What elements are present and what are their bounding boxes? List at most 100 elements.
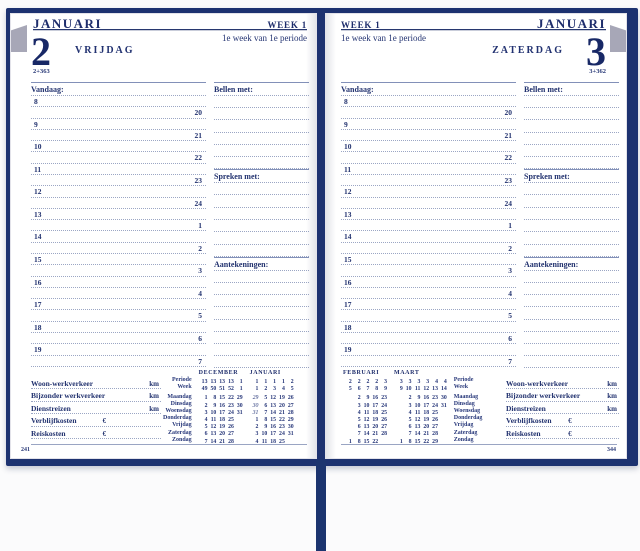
hour-line: 13: [31, 209, 206, 221]
minical-cell: 7: [366, 386, 370, 393]
minical-cell: 4: [435, 379, 438, 385]
hour-number: 14: [34, 232, 42, 242]
hour-slot: 16 4: [341, 277, 516, 300]
minical-cell: 24: [228, 409, 234, 416]
expense-row: Reiskosten €: [31, 427, 161, 439]
minical-cell: 9: [417, 395, 421, 402]
expense-unit: km: [149, 404, 159, 413]
header-rule: [33, 29, 307, 31]
minical-row: 3 10 17 24 31: [199, 410, 243, 417]
evening-hour-number: 21: [194, 130, 203, 140]
evening-hour-number: 1: [508, 221, 512, 231]
minical-cell: 11: [363, 409, 370, 416]
minical-cell: 13: [432, 386, 438, 393]
minical-cell: 22: [279, 416, 285, 423]
expense-label: Dienstreizen: [506, 403, 546, 413]
minical-cell: 30: [252, 402, 259, 409]
hour-line: 5: [341, 310, 516, 322]
hour-slot: 17 5: [31, 299, 206, 322]
minical-row: 13 13 13 13 1: [199, 379, 243, 386]
spine-ribbon: [316, 460, 326, 551]
hour-slot: 18 6: [341, 322, 516, 345]
section-label: Bellen met:: [524, 82, 619, 96]
minical-cell: 26: [432, 416, 438, 423]
writing-line: [214, 96, 309, 109]
minical-cell: 10: [414, 402, 421, 409]
minical-cell: 12: [423, 386, 430, 393]
hour-slot: 13 1: [31, 209, 206, 232]
hour-number: 18: [344, 322, 352, 332]
hour-line: 3: [31, 265, 206, 277]
minical-cell: 50: [210, 386, 217, 393]
expense-unit: €: [568, 429, 572, 438]
minical-cell: 17: [270, 431, 277, 438]
minical-row: 2 9 16 23 30: [250, 424, 294, 431]
minical-cell: 23: [381, 395, 387, 402]
minical-row: 2 9 16 23: [343, 395, 387, 402]
minical-cell: 27: [228, 431, 234, 438]
minical-cell: 52: [228, 386, 234, 393]
minical-cell: 3: [408, 379, 412, 385]
writing-line: [524, 320, 619, 332]
minical-cell: 11: [210, 416, 217, 423]
minical-cell: 11: [414, 409, 421, 416]
side-section: Aantekeningen:: [214, 257, 309, 368]
evening-hour-number: 6: [198, 334, 202, 344]
minical-cell: 15: [270, 416, 277, 423]
writing-line: [214, 283, 309, 296]
minical-row-label: Periode: [453, 377, 474, 384]
minical-cell: [394, 395, 403, 402]
minical-cell: [343, 431, 352, 438]
hour-line: 18: [31, 322, 206, 334]
minical-row: 6 13 20 27: [199, 431, 243, 438]
minical-cell: 9: [366, 395, 370, 402]
minical-row: 2 9 16 23 30: [394, 395, 447, 402]
minical-cell: 11: [414, 386, 421, 393]
minical-row: 4 11 18 25: [343, 410, 387, 417]
minical-cell: 21: [219, 438, 226, 445]
minical-cell: [394, 431, 403, 438]
minical-cell: 14: [363, 431, 370, 438]
hour-line: 13: [341, 209, 516, 221]
minical-cell: [438, 410, 447, 417]
page-corner-tab: [11, 25, 27, 52]
expense-row: Dienstreizen km: [506, 402, 619, 415]
minical-cell: 20: [219, 431, 226, 438]
hour-line: 2: [341, 243, 516, 255]
minical-cell: [394, 410, 403, 417]
right-page: WEEK 1 JANUARI 1e week van 1e periode 3 …: [325, 13, 627, 459]
minical-cell: 26: [287, 395, 294, 402]
minical-cell: 3: [357, 402, 361, 409]
minical-cell: 29: [287, 416, 294, 423]
minical-cell: [438, 417, 447, 424]
page-corner-tab: [610, 25, 626, 52]
writing-line: [524, 195, 619, 208]
minical-cell: 21: [279, 409, 285, 416]
minical-row: 6 13 20 27: [343, 424, 387, 431]
minical-cell: 31: [236, 409, 243, 416]
minical-row: 30 6 13 20 27: [250, 403, 294, 410]
evening-hour-number: 20: [504, 108, 513, 118]
minical-cell: 2: [204, 402, 208, 409]
hour-slot: 13 1: [341, 209, 516, 232]
hour-number: 19: [344, 345, 352, 355]
month-title: JANUARI: [537, 16, 606, 31]
minical-cell: 17: [423, 402, 430, 409]
hour-slot: 11 23: [341, 164, 516, 187]
writing-line: [214, 183, 309, 196]
expense-table: Woon-werkverkeer km Bijzonder werkverkeer k…: [506, 377, 619, 439]
minical-cell: 13: [228, 379, 234, 385]
minical-cell: 8: [213, 395, 217, 402]
mini-calendars: FEBRUARI 2 2 2 2 3 5 6 7 8 9 2 9 16 23 3 10 17 24 4 11 18 25 5 1…: [343, 370, 482, 446]
writing-line: [214, 271, 309, 284]
today-label: Vandaag:: [31, 82, 206, 96]
minical-cell: 11: [261, 438, 268, 445]
minical-cell: 2: [290, 379, 294, 385]
minical-row: 6 13 20 27: [394, 424, 447, 431]
minical-row: 7 14 21 28: [394, 431, 447, 438]
minical-cell: 7: [357, 431, 361, 438]
minical-cell: 23: [228, 402, 234, 409]
expense-unit: km: [607, 404, 617, 413]
